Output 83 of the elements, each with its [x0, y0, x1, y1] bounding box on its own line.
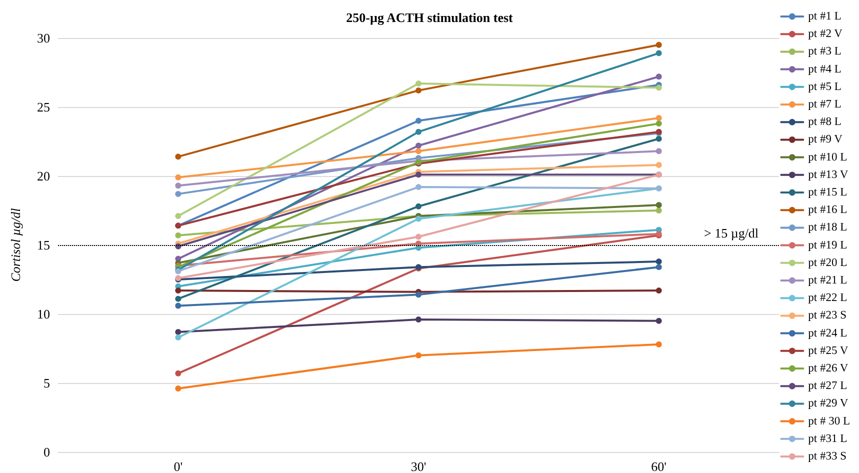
y-tick-label: 20: [37, 168, 50, 184]
point: [175, 182, 182, 189]
legend-label: pt #1 L: [808, 10, 842, 22]
y-tick-label: 10: [37, 306, 50, 322]
chart-title: 250-µg ACTH stimulation test: [346, 10, 514, 25]
point: [175, 154, 182, 160]
legend-label: pt #2 V: [808, 28, 844, 40]
legend-label: pt #22 L: [808, 292, 848, 304]
point: [175, 328, 182, 335]
x-tick-label: 30': [410, 459, 426, 473]
point: [175, 288, 182, 294]
legend-label: pt #25 V: [808, 344, 849, 357]
point: [175, 386, 182, 392]
point: [416, 80, 422, 87]
legend-label: pt #5 L: [808, 80, 842, 93]
point: [656, 341, 662, 348]
point: [416, 148, 422, 154]
ref-line-label: > 15 µg/dl: [704, 226, 759, 240]
point: [656, 318, 662, 324]
point: [175, 302, 182, 309]
legend-label: pt #26 V: [808, 362, 849, 374]
point: [416, 184, 422, 190]
legend-label: pt #18 L: [808, 222, 848, 234]
point: [416, 234, 422, 240]
point: [175, 190, 182, 197]
point: [175, 213, 182, 220]
point: [416, 240, 422, 247]
legend-label: pt #3 L: [808, 46, 842, 58]
y-tick-label: 5: [44, 376, 50, 390]
legend-label: pt #19 L: [808, 239, 848, 252]
point: [656, 208, 662, 214]
y-tick-label: 0: [44, 444, 50, 460]
legend-label: pt #33 S: [808, 450, 846, 462]
y-tick-label: 25: [37, 100, 50, 114]
legend-label: pt #20 L: [808, 256, 848, 269]
point: [416, 203, 422, 210]
legend-label: pt # 30 L: [808, 415, 850, 428]
point: [175, 232, 182, 238]
point: [416, 292, 422, 298]
legend-label: pt #13 V: [808, 168, 849, 181]
point: [656, 50, 662, 56]
point: [416, 142, 422, 149]
legend-label: pt #27 L: [808, 380, 848, 392]
point: [416, 87, 422, 94]
legend-label: pt #29 V: [808, 398, 849, 410]
point: [656, 264, 662, 270]
x-tick-label: 60': [651, 459, 667, 473]
point: [656, 136, 662, 142]
point: [416, 316, 422, 323]
point: [175, 334, 182, 340]
legend-label: pt #24 L: [808, 327, 848, 340]
point: [656, 162, 662, 168]
point: [175, 174, 182, 180]
legend-label: pt #16 L: [808, 204, 848, 216]
point: [656, 115, 662, 122]
point: [656, 148, 662, 154]
point: [656, 288, 662, 294]
legend-label: pt #10 L: [808, 151, 848, 164]
legend-label: pt #23 S: [808, 310, 846, 322]
legend-label: pt #21 L: [808, 274, 848, 286]
point: [656, 42, 662, 48]
legend-label: pt #8 L: [808, 116, 842, 128]
point: [656, 258, 662, 265]
legend-label: pt #31 L: [808, 432, 848, 445]
point: [416, 128, 422, 135]
point: [656, 120, 662, 127]
y-tick-label: 15: [37, 238, 50, 252]
point: [416, 216, 422, 222]
point: [656, 202, 662, 208]
point: [416, 352, 422, 358]
x-tick-label: 0': [174, 459, 183, 473]
point: [656, 74, 662, 80]
y-tick-label: 30: [37, 30, 50, 46]
point: [175, 370, 182, 376]
point: [175, 296, 182, 302]
legend-label: pt #9 V: [808, 134, 844, 146]
legend-label: pt #15 L: [808, 186, 848, 198]
point: [416, 118, 422, 124]
legend-label: pt #4 L: [808, 63, 842, 76]
point: [416, 172, 422, 178]
point: [656, 84, 662, 91]
y-axis-title: Cortisol µg/dl: [8, 208, 23, 282]
legend-label: pt #7 L: [808, 98, 842, 110]
